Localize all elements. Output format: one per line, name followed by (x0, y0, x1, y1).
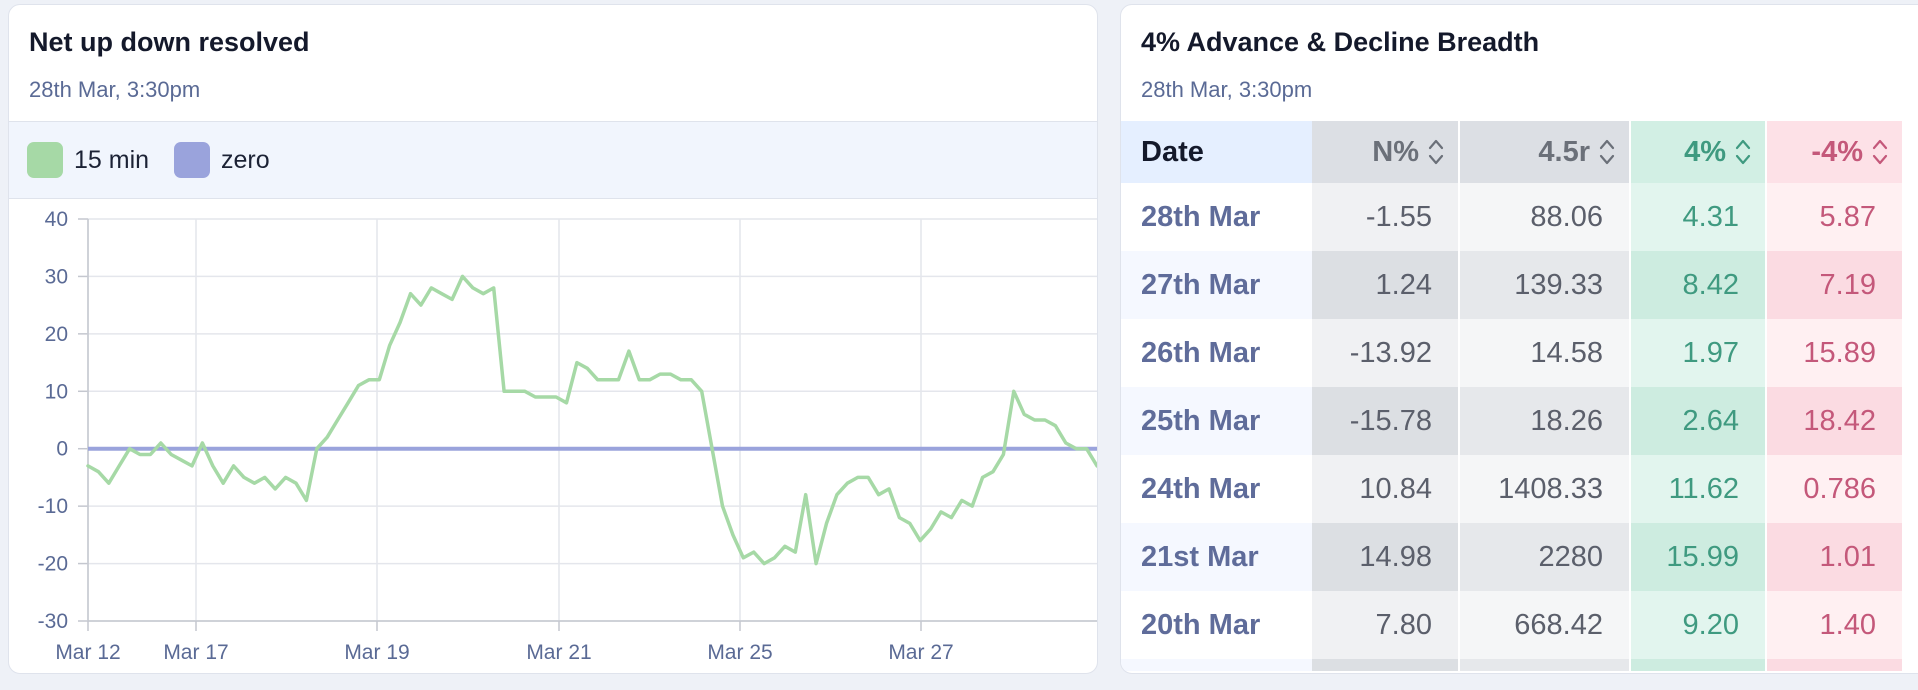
legend-swatch-15-min (27, 142, 63, 178)
cell-neg-4-pct: 5.87 (1767, 183, 1902, 251)
cell-partial (1460, 659, 1631, 671)
y-tick-label: 30 (45, 265, 68, 288)
cell-4-5r: 668.42 (1460, 591, 1631, 659)
cell-date: 27th Mar (1121, 251, 1312, 319)
column-header-label: 4.5r (1538, 135, 1590, 168)
cell-n-pct: -1.55 (1312, 183, 1460, 251)
cell-date: 26th Mar (1121, 319, 1312, 387)
y-tick-label: -30 (38, 610, 68, 633)
cell-date: 24th Mar (1121, 455, 1312, 523)
cell-neg-4-pct: 7.19 (1767, 251, 1902, 319)
cell-4-5r: 2280 (1460, 523, 1631, 591)
y-tick-label: 0 (56, 438, 68, 461)
legend-label-15-min: 15 min (74, 145, 150, 174)
cell-partial (1767, 659, 1902, 671)
cell-4-5r: 139.33 (1460, 251, 1631, 319)
cell-date: 21st Mar (1121, 523, 1312, 591)
cell-partial (1631, 659, 1767, 671)
cell-4-5r: 1408.33 (1460, 455, 1631, 523)
column-header-neg-4-pct[interactable]: -4% (1767, 121, 1902, 183)
chart-legend: 15 min zero (9, 121, 1097, 199)
cell-4-pct: 4.31 (1631, 183, 1767, 251)
cell-date: 28th Mar (1121, 183, 1312, 251)
column-header-n-pct[interactable]: N% (1312, 121, 1460, 183)
cell-partial (1312, 659, 1460, 671)
cell-neg-4-pct: 1.40 (1767, 591, 1902, 659)
cell-neg-4-pct: 15.89 (1767, 319, 1902, 387)
cell-4-5r: 14.58 (1460, 319, 1631, 387)
column-header-label: -4% (1811, 135, 1863, 168)
cell-neg-4-pct: 18.42 (1767, 387, 1902, 455)
cell-4-pct: 15.99 (1631, 523, 1767, 591)
x-tick-label: Mar 21 (526, 641, 591, 664)
cell-4-pct: 1.97 (1631, 319, 1767, 387)
legend-item-zero[interactable]: zero (174, 142, 270, 178)
cell-date: 25th Mar (1121, 387, 1312, 455)
chart-subtitle: 28th Mar, 3:30pm (29, 77, 201, 102)
table-row[interactable]: 20th Mar 7.80 668.42 9.20 1.40 (1121, 591, 1918, 659)
cell-4-pct: 9.20 (1631, 591, 1767, 659)
cell-partial (1121, 659, 1312, 671)
cell-neg-4-pct: 0.786 (1767, 455, 1902, 523)
y-tick-label: -10 (38, 495, 68, 518)
table-row[interactable]: 28th Mar -1.55 88.06 4.31 5.87 (1121, 183, 1918, 251)
table-title: 4% Advance & Decline Breadth (1141, 27, 1540, 57)
cell-n-pct: -13.92 (1312, 319, 1460, 387)
column-header-4-pct[interactable]: 4% (1631, 121, 1767, 183)
table-row[interactable]: 26th Mar -13.92 14.58 1.97 15.89 (1121, 319, 1918, 387)
cell-neg-4-pct: 1.01 (1767, 523, 1902, 591)
column-header-label: Date (1141, 135, 1204, 168)
y-tick-label: 40 (45, 208, 68, 231)
net-up-down-chart-card: Net up down resolved 28th Mar, 3:30pm 15… (8, 4, 1098, 674)
table-subtitle: 28th Mar, 3:30pm (1141, 77, 1313, 102)
cell-n-pct: 10.84 (1312, 455, 1460, 523)
table-row[interactable]: 21st Mar 14.98 2280 15.99 1.01 (1121, 523, 1918, 591)
cell-n-pct: 1.24 (1312, 251, 1460, 319)
column-header-label: N% (1372, 135, 1419, 168)
x-tick-label: Mar 19 (344, 641, 409, 664)
cell-4-pct: 8.42 (1631, 251, 1767, 319)
line-chart[interactable]: 40 30 20 10 0 -10 -20 -30 Mar 12 Mar 17 Mar 19 Mar … (9, 197, 1098, 674)
table-row[interactable]: 25th Mar -15.78 18.26 2.64 18.42 (1121, 387, 1918, 455)
x-tick-label: Mar 17 (163, 641, 228, 664)
cell-n-pct: -15.78 (1312, 387, 1460, 455)
x-tick-label: Mar 27 (888, 641, 953, 664)
sort-icon (1428, 139, 1444, 165)
legend-swatch-zero (174, 142, 210, 178)
table-row[interactable]: 24th Mar 10.84 1408.33 11.62 0.786 (1121, 455, 1918, 523)
table-row-partial (1121, 659, 1918, 671)
cell-4-5r: 88.06 (1460, 183, 1631, 251)
y-tick-label: 20 (45, 323, 68, 346)
x-tick-label: Mar 25 (707, 641, 772, 664)
sort-icon (1735, 139, 1751, 165)
sort-icon (1872, 139, 1888, 165)
x-tick-label: Mar 12 (55, 641, 120, 664)
legend-label-zero: zero (221, 145, 270, 174)
cell-date: 20th Mar (1121, 591, 1312, 659)
legend-item-15-min[interactable]: 15 min (27, 142, 149, 178)
cell-4-pct: 11.62 (1631, 455, 1767, 523)
cell-4-5r: 18.26 (1460, 387, 1631, 455)
chart-title: Net up down resolved (29, 27, 310, 57)
y-tick-label: -20 (38, 553, 68, 576)
column-header-4-5r[interactable]: 4.5r (1460, 121, 1631, 183)
table-row[interactable]: 27th Mar 1.24 139.33 8.42 7.19 (1121, 251, 1918, 319)
sort-icon (1599, 139, 1615, 165)
15-min-series-line[interactable] (86, 274, 1097, 566)
cell-n-pct: 7.80 (1312, 591, 1460, 659)
table-header: Date N% 4.5r 4% -4% (1121, 121, 1918, 183)
y-tick-label: 10 (45, 380, 68, 403)
cell-4-pct: 2.64 (1631, 387, 1767, 455)
breadth-table-card: 4% Advance & Decline Breadth 28th Mar, 3… (1120, 4, 1918, 674)
column-header-label: 4% (1684, 135, 1726, 168)
column-header-date[interactable]: Date (1121, 121, 1312, 183)
cell-n-pct: 14.98 (1312, 523, 1460, 591)
